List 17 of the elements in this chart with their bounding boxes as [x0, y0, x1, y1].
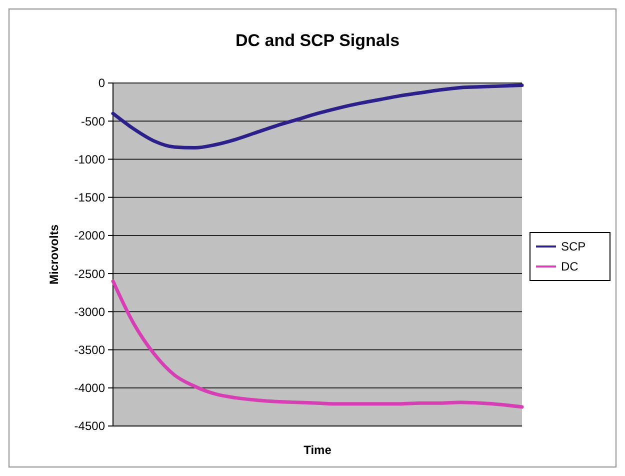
y-tick-label: -2000	[74, 228, 106, 243]
legend-label: DC	[561, 260, 579, 274]
y-tick-label: -1000	[74, 152, 106, 166]
chart-title: DC and SCP Signals	[235, 31, 400, 50]
y-tick-label: -1500	[74, 190, 106, 205]
y-tick-label: -500	[80, 114, 106, 128]
y-axis-title: Microvolts	[47, 224, 61, 285]
y-tick-label: -3500	[74, 342, 106, 357]
line-series	[111, 84, 524, 150]
y-tick-label: 0	[98, 76, 106, 90]
y-tick-label: -3000	[74, 304, 106, 319]
y-tick-label: -2500	[74, 266, 106, 281]
y-tick-label: -4500	[74, 419, 106, 434]
x-axis-title: Time	[304, 443, 332, 457]
legend-label: SCP	[561, 240, 586, 254]
line-series	[111, 279, 524, 409]
y-tick-label: -4000	[74, 381, 106, 396]
